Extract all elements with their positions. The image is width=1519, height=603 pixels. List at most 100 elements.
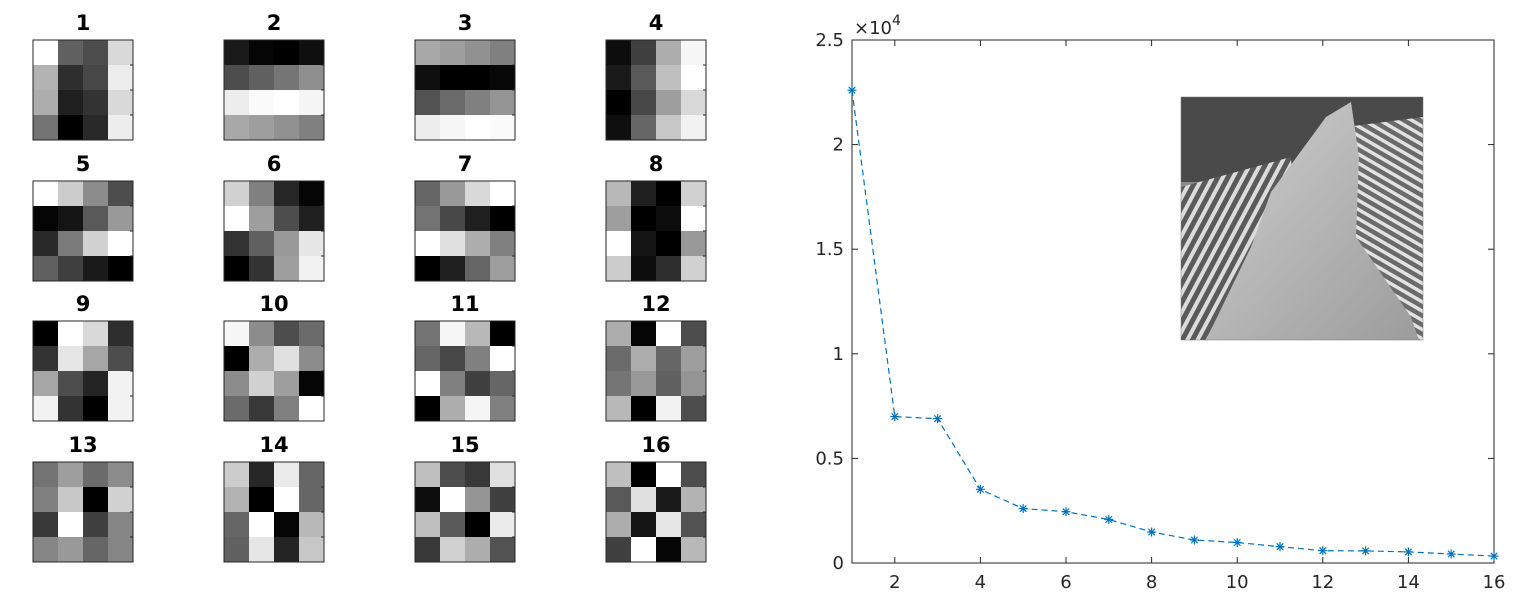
basis-cell bbox=[606, 512, 632, 538]
basis-cell bbox=[415, 371, 441, 397]
basis-cell bbox=[681, 65, 707, 91]
basis-cell bbox=[465, 256, 491, 282]
basis-cell bbox=[299, 90, 325, 116]
y-tick-label: 0.5 bbox=[815, 448, 844, 469]
basis-cell bbox=[606, 115, 632, 141]
basis-cell bbox=[440, 462, 466, 488]
panel-title: 15 bbox=[450, 433, 479, 457]
panel-title: 14 bbox=[259, 433, 288, 457]
basis-cell bbox=[415, 396, 441, 422]
basis-panel-3: 3 bbox=[414, 11, 516, 141]
basis-cell bbox=[58, 462, 84, 488]
eigenvalue-point-10 bbox=[1232, 537, 1242, 547]
basis-cell bbox=[274, 321, 300, 347]
basis-panel-12: 12 bbox=[605, 292, 707, 422]
basis-cell bbox=[83, 396, 109, 422]
basis-cell bbox=[58, 371, 84, 397]
basis-cell bbox=[465, 90, 491, 116]
basis-cell bbox=[415, 537, 441, 563]
basis-cell bbox=[440, 65, 466, 91]
x-tick-label: 6 bbox=[1060, 572, 1071, 593]
basis-cell bbox=[656, 65, 682, 91]
basis-cell bbox=[58, 537, 84, 563]
basis-cell bbox=[58, 181, 84, 207]
basis-cell bbox=[108, 396, 134, 422]
basis-cell bbox=[33, 231, 59, 257]
basis-cell bbox=[415, 462, 441, 488]
basis-cell bbox=[465, 462, 491, 488]
basis-cell bbox=[415, 346, 441, 372]
basis-cell bbox=[249, 90, 275, 116]
basis-cell bbox=[631, 206, 657, 232]
basis-cell bbox=[656, 512, 682, 538]
basis-cell bbox=[631, 231, 657, 257]
panel-title: 2 bbox=[267, 11, 282, 35]
y-tick-label: 2.5 bbox=[815, 30, 844, 51]
y-tick-label: 1 bbox=[833, 344, 844, 365]
basis-cell bbox=[33, 512, 59, 538]
basis-cell bbox=[108, 256, 134, 282]
panel-title: 7 bbox=[458, 152, 473, 176]
x-tick-label: 2 bbox=[889, 572, 900, 593]
basis-cell bbox=[224, 231, 250, 257]
basis-cell bbox=[631, 371, 657, 397]
eigenvalue-point-15 bbox=[1446, 549, 1456, 559]
basis-cell bbox=[465, 371, 491, 397]
basis-cell bbox=[606, 537, 632, 563]
eigenvalue-point-16 bbox=[1489, 551, 1499, 561]
basis-cell bbox=[249, 40, 275, 66]
eigenvalue-point-2 bbox=[890, 412, 900, 422]
basis-cell bbox=[274, 181, 300, 207]
basis-cell bbox=[440, 371, 466, 397]
basis-cell bbox=[631, 115, 657, 141]
basis-cell bbox=[108, 537, 134, 563]
basis-cell bbox=[224, 256, 250, 282]
basis-cell bbox=[681, 40, 707, 66]
basis-cell bbox=[58, 90, 84, 116]
basis-cell bbox=[58, 346, 84, 372]
inset-photo bbox=[1180, 96, 1424, 341]
basis-cell bbox=[274, 346, 300, 372]
eigenvalue-point-7 bbox=[1104, 514, 1114, 524]
basis-cell bbox=[681, 537, 707, 563]
basis-cell bbox=[415, 321, 441, 347]
basis-cell bbox=[415, 256, 441, 282]
basis-cell bbox=[249, 487, 275, 513]
x-tick-label: 10 bbox=[1226, 572, 1249, 593]
basis-cell bbox=[415, 40, 441, 66]
basis-cell bbox=[440, 181, 466, 207]
basis-cell bbox=[440, 40, 466, 66]
basis-cell bbox=[490, 90, 516, 116]
basis-cell bbox=[224, 462, 250, 488]
basis-cell bbox=[631, 181, 657, 207]
basis-cell bbox=[490, 40, 516, 66]
eigenvalue-point-13 bbox=[1361, 546, 1371, 556]
basis-cell bbox=[83, 256, 109, 282]
basis-panel-11: 11 bbox=[414, 292, 516, 422]
basis-cell bbox=[108, 321, 134, 347]
exponent-power: 4 bbox=[892, 13, 901, 29]
basis-cell bbox=[33, 371, 59, 397]
basis-cell bbox=[299, 40, 325, 66]
basis-cell bbox=[465, 115, 491, 141]
basis-cell bbox=[224, 371, 250, 397]
basis-cell bbox=[631, 256, 657, 282]
panel-title: 9 bbox=[76, 292, 91, 316]
basis-cell bbox=[681, 462, 707, 488]
basis-panel-13: 13 bbox=[32, 433, 134, 563]
basis-cell bbox=[465, 206, 491, 232]
x-tick-label: 16 bbox=[1483, 572, 1506, 593]
basis-cell bbox=[440, 396, 466, 422]
basis-cell bbox=[681, 512, 707, 538]
basis-panel-6: 6 bbox=[223, 152, 325, 282]
basis-cell bbox=[681, 115, 707, 141]
eigenvalue-point-9 bbox=[1189, 535, 1199, 545]
basis-cell bbox=[440, 346, 466, 372]
basis-panel-9: 9 bbox=[32, 292, 134, 422]
inset-border bbox=[1180, 96, 1424, 341]
basis-cell bbox=[108, 371, 134, 397]
basis-cell bbox=[606, 487, 632, 513]
basis-cell bbox=[274, 396, 300, 422]
